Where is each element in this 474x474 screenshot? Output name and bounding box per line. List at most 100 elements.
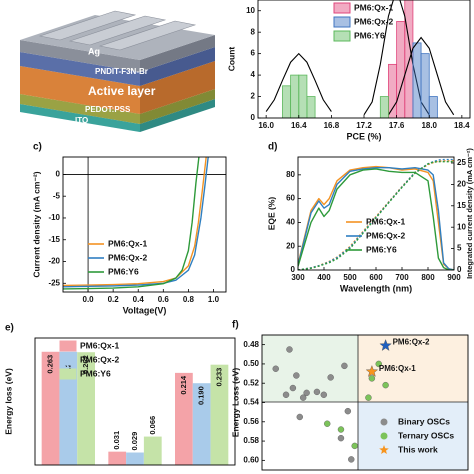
x-tick-label: 800 xyxy=(421,273,435,282)
point xyxy=(344,407,352,415)
x-axis-title: Voltage(V) xyxy=(123,305,167,315)
y-tick-label: -15 xyxy=(48,235,60,244)
x-tick-label: 18.4 xyxy=(454,121,470,130)
y-tick-label: 0 xyxy=(56,170,61,179)
x-tick-label: 0.8 xyxy=(183,295,195,304)
point xyxy=(286,346,293,353)
panel-label: e) xyxy=(5,323,14,334)
plot-frame xyxy=(297,156,455,271)
legend-label: Ternary OSCs xyxy=(398,430,454,440)
legend-swatch xyxy=(59,354,77,366)
plot-area xyxy=(63,157,226,292)
bar xyxy=(192,383,211,465)
x-tick-label: 600 xyxy=(369,273,383,282)
quadrants xyxy=(262,335,468,470)
value-label: 0.263 xyxy=(46,355,55,374)
legend-label: PM6:Qx-2 xyxy=(354,16,393,26)
point xyxy=(272,365,279,372)
legend-label: PM6:Qx-1 xyxy=(80,340,119,350)
legend-label: Binary OSCs xyxy=(398,416,450,426)
y-tick-label: 0.48 xyxy=(243,340,259,349)
layer xyxy=(20,104,140,132)
y-axis-title: EQE (%) xyxy=(266,197,276,231)
bar xyxy=(41,351,60,465)
y-tick-label: -25 xyxy=(48,278,60,287)
point xyxy=(382,381,389,389)
point-label: PM6:Qx-2 xyxy=(393,338,430,347)
bar xyxy=(175,372,193,465)
legend-swatch xyxy=(333,30,351,42)
layer xyxy=(140,35,215,72)
y2-tick-label: 0 xyxy=(457,265,462,274)
integrated-line xyxy=(298,161,454,270)
y2-axis-title: Integrated current density (mA cm⁻²) xyxy=(465,148,474,279)
y-tick-label: 0 xyxy=(251,113,256,122)
legend-label: This work xyxy=(398,444,438,454)
y-axis-title: Current density (mA cm⁻²) xyxy=(31,171,41,277)
legend-label: PM6:Qx-1 xyxy=(108,238,147,248)
bar xyxy=(306,96,316,118)
bar xyxy=(428,96,438,118)
legend-swatch xyxy=(333,2,351,14)
legend-swatch xyxy=(379,445,389,454)
layer xyxy=(140,89,215,124)
point xyxy=(337,426,345,433)
x-tick-label: 0.0 xyxy=(83,295,95,304)
layer-label: Active layer xyxy=(88,84,156,98)
point xyxy=(289,384,297,392)
bar xyxy=(298,74,308,118)
point xyxy=(282,391,290,398)
legend-label: PM6:Y6 xyxy=(80,368,111,378)
y-tick-label: 0.52 xyxy=(243,378,259,387)
bar xyxy=(379,96,389,118)
quadrant xyxy=(358,335,468,402)
y-tick-label: 0.50 xyxy=(243,359,259,368)
x-tick-label: 500 xyxy=(343,273,357,282)
legend-label: PM6:Qx-2 xyxy=(108,252,147,262)
bar xyxy=(290,74,300,118)
point xyxy=(348,456,355,463)
device-stack: Ag PNDIT-F3N-Br Active layer PEDOT:PSS I… xyxy=(20,10,215,132)
plot-area xyxy=(265,0,455,118)
y-axis-title: Energy Loss (eV) xyxy=(230,368,240,438)
y2-tick-label: 20 xyxy=(457,180,466,189)
y-tick-label: -20 xyxy=(48,257,60,266)
value-label: 0.233 xyxy=(214,368,223,387)
y2-tick-label: 5 xyxy=(457,244,462,253)
line xyxy=(298,168,454,270)
layer-label: PNDIT-F3N-Br xyxy=(95,67,148,76)
x-tick-label: 16.0 xyxy=(258,121,274,130)
y-tick-label: 20 xyxy=(286,241,295,250)
layer-label: Ag xyxy=(88,46,100,56)
x-tick-label: 700 xyxy=(395,273,409,282)
panel-label: f) xyxy=(232,320,239,331)
x-axis-title: Wavelength (nm) xyxy=(340,283,412,293)
plot-frame xyxy=(261,334,469,471)
point xyxy=(320,391,327,398)
bar xyxy=(412,42,422,118)
point xyxy=(341,362,348,370)
bar xyxy=(108,451,127,465)
value-label: 0.214 xyxy=(179,375,188,395)
y-axis-title: Count xyxy=(226,47,236,72)
line xyxy=(63,157,207,287)
y-tick-label: 60 xyxy=(286,194,295,203)
plot-area xyxy=(298,158,454,270)
y2-tick-label: 25 xyxy=(457,158,466,167)
legend-label: PM6:Y6 xyxy=(354,30,385,40)
layer xyxy=(20,94,140,124)
x-tick-label: 17.6 xyxy=(389,121,405,130)
plot-area xyxy=(272,339,392,463)
layer xyxy=(140,99,215,132)
layer xyxy=(140,47,215,86)
y-tick-label: 0.58 xyxy=(243,436,259,445)
bar xyxy=(126,452,144,465)
line xyxy=(63,157,200,290)
legend-label: PM6:Qx-2 xyxy=(80,354,119,364)
y-axis-title: Energy loss (eV) xyxy=(3,368,13,435)
bar xyxy=(77,352,95,465)
panel-label: c) xyxy=(33,142,42,153)
legend-swatch xyxy=(380,432,388,440)
bar xyxy=(420,53,430,118)
